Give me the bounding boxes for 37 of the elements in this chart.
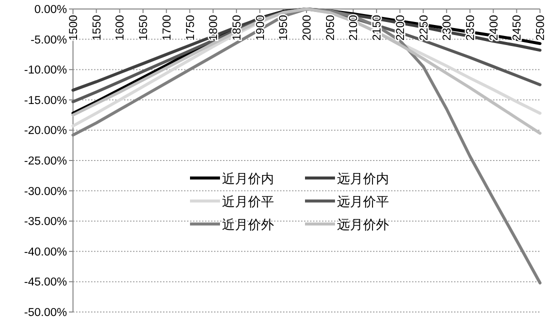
y-tick-label: -40.00%: [24, 246, 67, 258]
x-tick-label: 1850: [231, 15, 244, 41]
y-tick-label: 0.00%: [34, 4, 67, 16]
y-tick-label: -5.00%: [30, 34, 67, 46]
x-tick-label: 1500: [68, 15, 80, 41]
x-tick-label: 1600: [114, 15, 127, 41]
x-tick-label: 1750: [184, 15, 197, 41]
x-tick-label: 2300: [442, 15, 454, 41]
y-tick-label: -10.00%: [24, 64, 67, 77]
x-tick-label: 1650: [138, 15, 150, 41]
legend-label: 远月价内: [337, 171, 389, 186]
x-tick-label: 2050: [324, 15, 337, 41]
x-tick-label: 2000: [302, 15, 314, 41]
legend-label: 近月价内: [222, 171, 274, 186]
legend-label: 近月价平: [222, 194, 274, 209]
x-tick-label: 1950: [278, 15, 290, 41]
x-tick-label: 2350: [464, 15, 477, 41]
y-tick-label: -50.00%: [24, 307, 67, 319]
x-tick-label: 1700: [161, 15, 174, 41]
x-tick-label: 2450: [512, 15, 524, 41]
x-tick-label: 2500: [535, 15, 547, 41]
legend-label: 远月价平: [337, 194, 389, 209]
x-tick-label: 1800: [208, 15, 220, 41]
x-tick-label: 2100: [348, 15, 360, 41]
y-tick-label: -35.00%: [24, 216, 67, 228]
x-tick-label: 1900: [254, 15, 267, 41]
x-tick-label: 2200: [394, 15, 407, 41]
y-tick-label: -30.00%: [24, 186, 67, 198]
x-tick-label: 1550: [91, 15, 104, 41]
legend-label: 近月价外: [222, 217, 274, 232]
y-tick-label: -45.00%: [24, 276, 67, 289]
y-tick-label: -15.00%: [24, 94, 67, 107]
legend-label: 远月价外: [337, 217, 389, 232]
x-tick-label: 2150: [372, 15, 384, 41]
y-tick-label: -20.00%: [24, 125, 67, 138]
x-tick-label: 2250: [418, 15, 430, 41]
y-tick-label: -25.00%: [24, 156, 67, 168]
